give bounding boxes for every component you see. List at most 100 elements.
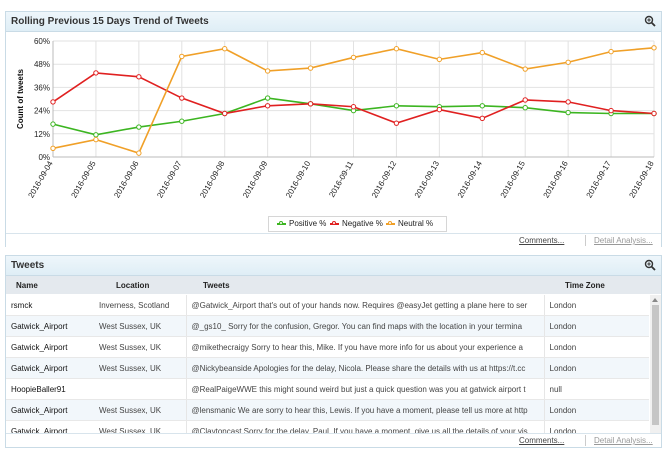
comments-link[interactable]: Comments... — [519, 436, 565, 445]
cell-name: Gatwick_Airport — [6, 357, 94, 379]
x-tick-label: 2016-09-14 — [456, 159, 485, 199]
data-point — [264, 95, 271, 101]
y-tick-label: 36% — [34, 83, 50, 92]
cell-location — [94, 378, 186, 400]
data-point — [136, 74, 142, 80]
cell-time-zone: null — [544, 378, 649, 400]
cell-time-zone: London — [544, 399, 649, 421]
data-point — [651, 45, 657, 51]
data-point — [608, 48, 614, 55]
cell-name: Gatwick_Airport — [6, 336, 94, 358]
data-point — [436, 56, 443, 63]
data-point — [522, 97, 528, 103]
x-tick-label: 2016-09-10 — [284, 159, 313, 199]
column-header-name[interactable]: Name — [16, 280, 38, 290]
data-point — [393, 46, 400, 52]
data-point — [222, 110, 228, 117]
chart-panel-header: Rolling Previous 15 Days Trend of Tweets — [6, 12, 661, 32]
data-point — [222, 46, 228, 52]
cell-time-zone: London — [544, 315, 649, 337]
x-tick-label: 2016-09-05 — [69, 159, 98, 199]
legend-swatch-icon — [330, 220, 339, 225]
data-point — [179, 118, 185, 124]
table-header-row: Name Location Tweets Time Zone — [6, 276, 661, 294]
data-point — [93, 136, 99, 143]
y-tick-label: 48% — [34, 60, 50, 69]
footer-separator — [585, 435, 586, 446]
column-header-time-zone[interactable]: Time Zone — [565, 280, 605, 290]
column-header-tweets[interactable]: Tweets — [203, 280, 230, 290]
data-point — [264, 68, 271, 74]
cell-name: Gatwick_Airport — [6, 399, 94, 421]
data-point — [264, 103, 271, 109]
legend-label: Neutral % — [398, 219, 434, 228]
legend-item[interactable]: Negative % — [330, 219, 383, 229]
legend-item[interactable]: Positive % — [277, 219, 326, 229]
table-row[interactable]: HoopieBaller91 @RealPaigeWWE this might s… — [6, 378, 649, 400]
data-point — [350, 54, 357, 61]
data-point — [651, 110, 657, 117]
data-point — [479, 49, 485, 56]
data-point — [307, 65, 314, 71]
data-point — [565, 109, 571, 116]
scroll-thumb[interactable] — [652, 305, 659, 425]
vertical-scrollbar[interactable] — [650, 295, 661, 444]
cell-location: West Sussex, UK — [94, 357, 186, 379]
x-tick-label: 2016-09-15 — [499, 159, 528, 199]
table-row[interactable]: rsmck Inverness, Scotland @Gatwick_Airport… — [6, 295, 649, 316]
cell-location: West Sussex, UK — [94, 399, 186, 421]
cell-tweet: @RealPaigeWWE this might sound weird but… — [185, 378, 545, 400]
tweets-table: rsmck Inverness, Scotland @Gatwick_Airport… — [6, 295, 649, 442]
data-point — [50, 145, 56, 152]
detail-analysis-link[interactable]: Detail Analysis... — [594, 436, 653, 445]
cell-location: West Sussex, UK — [94, 336, 186, 358]
cell-location: West Sussex, UK — [94, 315, 186, 337]
x-tick-label: 2016-09-07 — [155, 159, 184, 199]
table-row[interactable]: Gatwick_Airport West Sussex, UK @_gs10_ So… — [6, 315, 649, 337]
legend-item[interactable]: Neutral % — [386, 219, 433, 229]
tweets-table-body[interactable]: rsmck Inverness, Scotland @Gatwick_Airport… — [6, 295, 649, 444]
chart-panel: Rolling Previous 15 Days Trend of Tweets… — [5, 11, 662, 247]
x-tick-label: 2016-09-08 — [198, 159, 227, 199]
y-axis-title: Count of tweets — [16, 68, 25, 129]
data-point — [565, 59, 571, 65]
chart-panel-title: Rolling Previous 15 Days Trend of Tweets — [11, 16, 209, 27]
data-point — [93, 132, 99, 138]
legend-swatch-icon — [386, 220, 395, 225]
cell-tweet: @mikethecraigy Sorry to hear this, Mike.… — [185, 336, 545, 358]
data-point — [479, 103, 485, 109]
data-point — [50, 99, 56, 105]
cell-time-zone: London — [544, 336, 649, 358]
data-point — [350, 104, 357, 110]
table-row[interactable]: Gatwick_Airport West Sussex, UK @Nickybean… — [6, 357, 649, 379]
chart-legend: Positive % Negative % Neutral % — [268, 216, 447, 232]
data-point — [522, 105, 528, 111]
tweets-panel: Tweets Name Location Tweets Time Zone rs… — [5, 255, 662, 448]
data-point — [608, 107, 614, 114]
data-point — [136, 150, 142, 156]
x-tick-label: 2016-09-04 — [26, 159, 55, 199]
scroll-up-arrow-icon[interactable] — [652, 298, 658, 302]
table-row[interactable]: Gatwick_Airport West Sussex, UK @mikethecr… — [6, 336, 649, 358]
table-row[interactable]: Gatwick_Airport West Sussex, UK @lensmanic… — [6, 399, 649, 421]
cell-time-zone: London — [544, 357, 649, 379]
data-point — [479, 115, 485, 122]
x-tick-label: 2016-09-16 — [542, 159, 571, 199]
data-point — [136, 124, 142, 130]
data-point — [436, 106, 443, 113]
tweets-panel-header: Tweets — [6, 256, 661, 276]
data-point — [179, 53, 185, 60]
comments-link[interactable]: Comments... — [519, 236, 565, 245]
zoom-icon[interactable] — [644, 259, 656, 271]
cell-tweet: @_gs10_ Sorry for the confusion, Gregor.… — [185, 315, 545, 337]
data-point — [393, 103, 400, 109]
x-tick-label: 2016-09-06 — [112, 159, 141, 199]
tweets-panel-title: Tweets — [11, 260, 45, 271]
legend-label: Negative % — [342, 219, 383, 228]
data-point — [307, 101, 314, 107]
detail-analysis-link[interactable]: Detail Analysis... — [594, 236, 653, 245]
zoom-icon[interactable] — [644, 15, 656, 27]
x-tick-label: 2016-09-09 — [241, 159, 270, 199]
data-point — [522, 66, 528, 72]
column-header-location[interactable]: Location — [116, 280, 150, 290]
